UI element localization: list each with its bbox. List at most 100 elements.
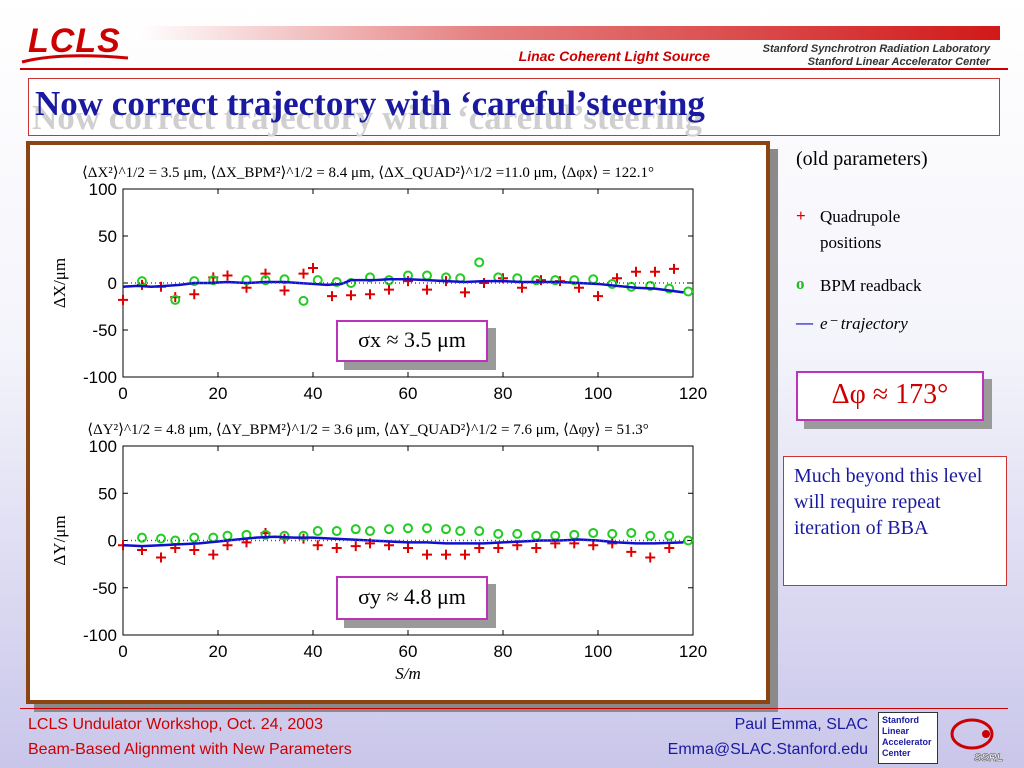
- y-tick-label: -50: [92, 579, 117, 598]
- trajectory-line: [122, 535, 684, 548]
- x-tick-label: 0: [118, 642, 127, 661]
- bpm-point: [403, 523, 413, 534]
- quad-point: [208, 549, 219, 560]
- bpm-point: [683, 535, 694, 546]
- trajectory-line: [122, 277, 684, 294]
- quad-point: [298, 268, 309, 279]
- bpm-point: [312, 526, 323, 537]
- bpm-point: [645, 530, 656, 541]
- bpm-point: [331, 526, 342, 537]
- bpm-point: [607, 528, 618, 539]
- y-tick-label: 50: [98, 484, 117, 503]
- title-box: [28, 78, 1000, 136]
- sigma-x-text: σx ≈ 3.5 μm: [358, 327, 466, 352]
- y-axis-label: ΔY/μm: [50, 515, 69, 565]
- bpm-point: [531, 530, 542, 541]
- bpm-point: [170, 294, 181, 305]
- y-tick-label: 50: [98, 227, 117, 246]
- trajectory-plots: ⟨ΔX²⟩^1/2 = 3.5 μm, ⟨ΔX_BPM²⟩^1/2 = 8.4 …: [50, 165, 707, 683]
- bpm-point: [365, 526, 375, 537]
- quad-point: [517, 282, 527, 293]
- quad-legend-label-1: Quadrupole: [820, 207, 901, 226]
- quad-point: [331, 543, 342, 554]
- quad-legend-label-2: positions: [820, 233, 882, 252]
- bpm-point: [455, 526, 466, 537]
- quad-point: [650, 266, 660, 277]
- bpm-point: [331, 277, 342, 288]
- quad-point: [308, 262, 318, 273]
- bpm-point: [189, 532, 200, 543]
- x-tick-label: 40: [304, 642, 323, 661]
- quad-point: [422, 549, 432, 560]
- quad-point: [626, 546, 637, 557]
- slac-logo-line: Accelerator: [882, 737, 932, 747]
- note-text: Much beyond this level will require repe…: [794, 465, 983, 539]
- chart-panel-1: ⟨ΔX²⟩^1/2 = 3.5 μm, ⟨ΔX_BPM²⟩^1/2 = 8.4 …: [50, 165, 707, 403]
- x-tick-label: 100: [584, 384, 612, 403]
- x-tick-label: 60: [399, 384, 418, 403]
- bpm-point: [683, 286, 694, 297]
- bpm-point: [569, 529, 580, 540]
- bpm-point: [208, 275, 219, 286]
- bpm-point: [137, 532, 147, 543]
- header-subtitle: Linac Coherent Light Source: [518, 48, 710, 64]
- sigma-x-callout: σx ≈ 3.5 μm: [336, 320, 488, 362]
- bpm-point: [664, 530, 675, 541]
- quad-point: [669, 263, 679, 274]
- bpm-legend-label: BPM readback: [820, 276, 922, 295]
- y-tick-label: -50: [92, 321, 117, 340]
- quad-point: [531, 543, 542, 554]
- quad-point: [118, 294, 128, 305]
- phase-advance-callout: Δφ ≈ 173°: [796, 371, 984, 421]
- footer-email[interactable]: Emma@SLAC.Stanford.edu: [667, 741, 868, 758]
- lab-name-slac: Stanford Linear Accelerator Center: [807, 56, 990, 68]
- quad-point: [612, 273, 622, 284]
- trajectory-legend-label: e⁻ trajectory: [820, 314, 908, 333]
- sigma-y-text: σy ≈ 4.8 μm: [358, 584, 466, 609]
- bpm-point: [474, 526, 485, 537]
- bpm-point: [588, 274, 599, 285]
- lab-name-ssrl: Stanford Synchrotron Radiation Laborator…: [762, 43, 990, 55]
- quad-point: [346, 290, 356, 301]
- quad-point: [279, 285, 290, 296]
- x-tick-label: 120: [679, 642, 707, 661]
- quad-point: [222, 540, 233, 551]
- bpm-point: [645, 280, 656, 291]
- quad-point: [631, 266, 641, 277]
- slac-logo-line: Stanford: [882, 715, 919, 725]
- ssrl-logo-text: SSRL: [974, 752, 1004, 764]
- quad-point: [156, 552, 166, 563]
- bpm-point: [474, 257, 485, 268]
- title-shadow: Now correct trajectory with ‘careful’ste…: [32, 98, 702, 137]
- slac-logo-line: Linear: [882, 726, 910, 736]
- bpm-point: [588, 527, 599, 538]
- quad-point: [403, 276, 413, 287]
- quad-point: [365, 289, 375, 300]
- x-tick-label: 80: [494, 384, 513, 403]
- chart-title: ⟨ΔY²⟩^1/2 = 4.8 μm, ⟨ΔY_BPM²⟩^1/2 = 3.6 …: [87, 422, 648, 438]
- footer-author: Paul Emma, SLAC: [734, 716, 868, 733]
- quad-point: [384, 284, 394, 295]
- quad-point: [474, 543, 485, 554]
- bpm-point: [260, 275, 271, 286]
- quad-point: [441, 549, 451, 560]
- bpm-point: [384, 524, 394, 535]
- y-tick-label: 0: [108, 532, 117, 551]
- bpm-point: [422, 523, 432, 534]
- bpm-point: [664, 283, 675, 294]
- quad-point: [189, 289, 200, 300]
- bpm-point: [626, 527, 637, 538]
- bpm-point: [422, 270, 432, 281]
- quad-point: [222, 270, 233, 281]
- trajectory-legend-marker: —: [796, 313, 813, 332]
- x-tick-label: 60: [399, 642, 418, 661]
- bpm-legend-marker: o: [796, 274, 805, 293]
- bpm-point: [298, 295, 309, 306]
- bpm-point: [350, 524, 361, 535]
- y-tick-label: 100: [89, 437, 117, 456]
- y-tick-label: 0: [108, 274, 117, 293]
- slac-logo-line: Center: [882, 748, 911, 758]
- header-color-band: [140, 26, 1000, 40]
- bpm-point: [189, 276, 200, 287]
- note-box: Much beyond this level will require repe…: [783, 456, 1007, 586]
